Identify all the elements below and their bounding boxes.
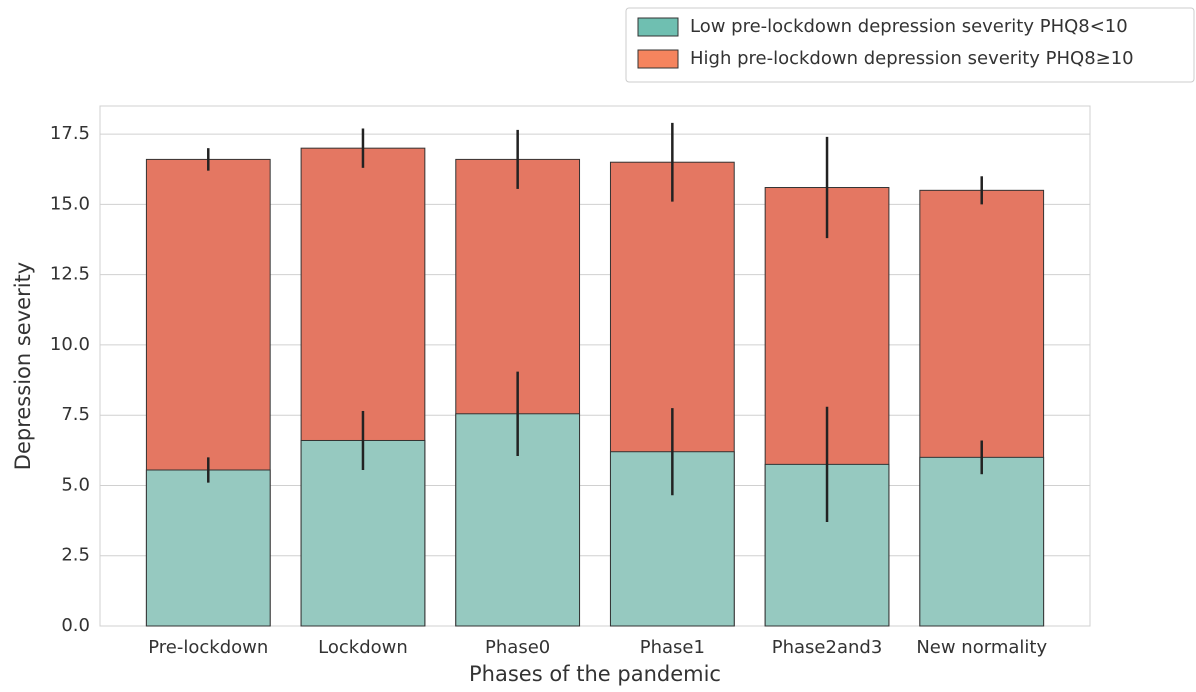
y-tick-label: 17.5: [50, 123, 90, 144]
legend-swatch: [637, 17, 679, 37]
x-tick-label: Lockdown: [318, 637, 408, 658]
bar: [919, 456, 1045, 627]
y-tick-label: 10.0: [50, 334, 90, 355]
x-axis-label: Phases of the pandemic: [469, 662, 721, 686]
y-tick-label: 0.0: [61, 615, 90, 636]
legend-box: [625, 7, 1195, 83]
x-tick-label: Phase1: [640, 637, 705, 658]
plot-frame: [99, 105, 1091, 627]
legend-swatch: [637, 49, 679, 69]
y-tick-label: 15.0: [50, 193, 90, 214]
x-tick-label: New normality: [916, 637, 1047, 658]
y-tick-label: 7.5: [61, 404, 90, 425]
bar: [145, 469, 271, 627]
y-tick-label: 5.0: [61, 474, 90, 495]
x-tick-label: Phase0: [485, 637, 550, 658]
legend-label: Low pre-lockdown depression severity PHQ…: [690, 16, 1128, 37]
y-axis-label: Depression severity: [11, 262, 35, 470]
x-tick-label: Pre-lockdown: [148, 637, 268, 658]
x-tick-label: Phase2and3: [772, 637, 883, 658]
y-tick-label: 2.5: [61, 545, 90, 566]
y-tick-label: 12.5: [50, 264, 90, 285]
bar: [300, 439, 426, 627]
legend-label: High pre-lockdown depression severity PH…: [690, 48, 1134, 69]
